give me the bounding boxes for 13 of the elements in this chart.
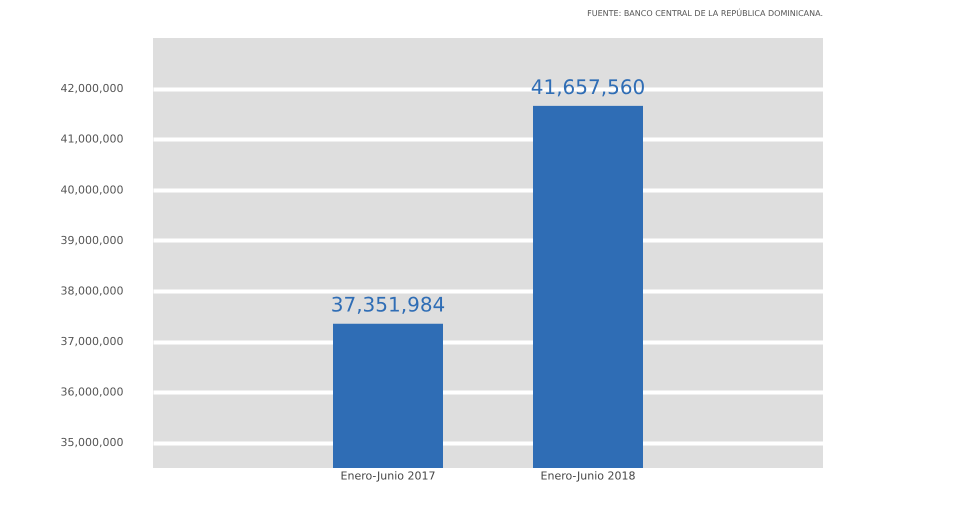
y-tick-label: 36,000,000 xyxy=(60,386,124,399)
y-tick-label: 37,000,000 xyxy=(60,335,124,348)
y-tick-label: 39,000,000 xyxy=(60,234,124,247)
y-tick-label: 41,000,000 xyxy=(60,132,124,146)
x-tick-label: Enero-Junio 2017 xyxy=(340,470,436,482)
data-label: 41,657,560 xyxy=(530,74,646,99)
data-label: 37,351,984 xyxy=(330,292,446,317)
y-tick-label: 35,000,000 xyxy=(60,436,124,450)
y-tick-label: 40,000,000 xyxy=(60,183,124,196)
source-note: FUENTE: BANCO CENTRAL DE LA REPÚBLICA DOMINICANA. xyxy=(587,8,823,18)
y-tick-label: 38,000,000 xyxy=(60,284,124,298)
y-tick-label: 42,000,000 xyxy=(60,82,124,96)
x-tick-label: Enero-Junio 2018 xyxy=(540,470,636,482)
